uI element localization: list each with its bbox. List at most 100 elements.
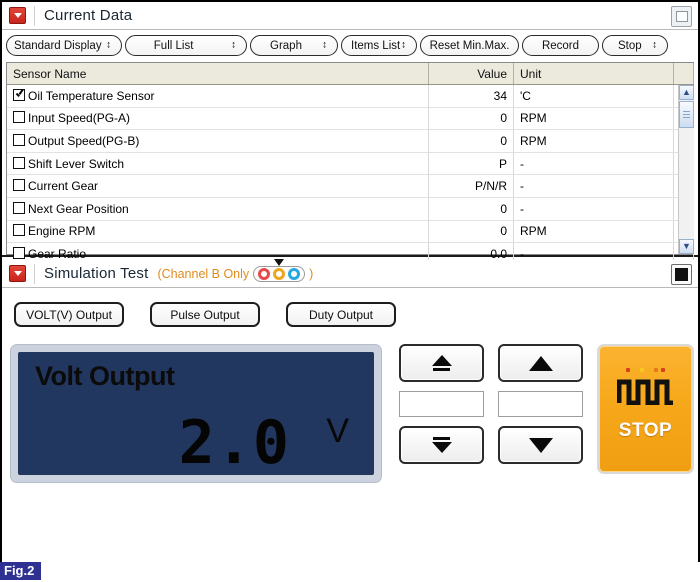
sensor-value-cell: P [428,152,514,176]
table-row[interactable]: Current Gear P/N/R - [7,174,694,198]
header-divider [34,263,35,284]
figure-caption-bar: Fig.2 [0,562,700,582]
record-button[interactable]: Record [522,35,599,56]
channel-note-close: ) [309,266,314,281]
column-header-spacer [673,63,694,85]
fine-increase-button[interactable] [498,344,583,382]
sensor-unit-cell: - [513,174,674,198]
fine-step-field[interactable] [498,391,583,417]
fine-decrease-button[interactable] [498,426,583,464]
full-list-button[interactable]: Full List ↕ [125,35,247,56]
coarse-step-field[interactable] [399,391,484,417]
spinner-icon: ↕ [401,39,406,50]
output-display-bezel: Volt Output 2.0 V [10,344,382,483]
sensor-unit-cell: - [513,152,674,176]
current-data-toolbar: Standard Display ↕ Full List ↕ Graph ↕ I… [2,30,698,61]
channel-dot-red[interactable] [258,267,271,280]
sensor-name-label: Shift Lever Switch [28,156,125,171]
coarse-stepper-column [399,344,484,474]
sensor-unit-cell: RPM [513,220,674,244]
volt-output-button[interactable]: VOLT(V) Output [14,302,124,327]
row-checkbox[interactable] [13,224,25,237]
table-row[interactable]: Gear Ratio 0.0 - [7,242,694,266]
table-row[interactable]: Output Speed(PG-B) 0 RPM [7,129,694,153]
square-wave-icon [616,378,675,410]
scroll-down-arrow-icon[interactable]: ▼ [679,239,694,254]
spinner-icon: ↕ [321,39,327,50]
row-checkbox[interactable] [13,246,25,259]
channel-indicator[interactable] [253,258,306,282]
sensor-unit-cell: RPM [513,129,674,153]
output-display-screen: Volt Output 2.0 V [18,352,374,475]
row-checkbox[interactable] [13,133,25,146]
items-list-button[interactable]: Items List ↕ [341,35,417,56]
reset-min-max-button[interactable]: Reset Min.Max. [420,35,519,56]
sensor-name-label: Next Gear Position [28,201,129,216]
row-checkbox[interactable] [13,156,25,169]
graph-label: Graph [270,39,302,52]
table-row[interactable]: Next Gear Position 0 - [7,197,694,221]
table-vertical-scrollbar[interactable]: ▲ ▼ [678,85,694,254]
sensor-name-cell: Oil Temperature Sensor [7,84,429,108]
collapse-triangle-icon[interactable] [9,265,26,282]
coarse-decrease-button[interactable] [399,426,484,464]
channel-note: (Channel B Only ) [157,258,314,282]
fine-stepper-column [498,344,583,474]
coarse-increase-button[interactable] [399,344,484,382]
standard-display-button[interactable]: Standard Display ↕ [6,35,122,56]
scrollbar-thumb[interactable] [679,101,694,128]
stop-record-button[interactable]: Stop ↕ [602,35,668,56]
items-list-label: Items List [351,39,401,52]
page-title: Current Data [44,7,133,24]
sensor-table-body: Oil Temperature Sensor 34 'C Input Speed… [7,84,694,266]
led-strip-icon [626,368,665,372]
row-checkbox[interactable] [13,179,25,192]
sensor-value-cell: 0 [428,197,514,221]
simulation-mode-toolbar: VOLT(V) Output Pulse Output Duty Output [2,288,698,327]
current-data-panel-header: Current Data [2,2,698,30]
row-checkbox[interactable] [13,111,25,124]
sensor-name-cell: Output Speed(PG-B) [7,129,429,153]
scroll-up-arrow-icon[interactable]: ▲ [679,85,694,100]
sensor-value-cell: 0 [428,220,514,244]
pulse-output-button[interactable]: Pulse Output [150,302,260,327]
sensor-name-label: Output Speed(PG-B) [28,133,140,148]
duty-output-button[interactable]: Duty Output [286,302,396,327]
sensor-value-cell: P/N/R [428,174,514,198]
channel-pointer-icon [274,258,285,266]
restore-window-icon[interactable] [671,6,692,27]
maximize-window-icon[interactable] [671,264,692,285]
channel-dot-amber[interactable] [273,267,286,280]
full-list-label: Full List [153,39,194,52]
sensor-name-cell: Input Speed(PG-A) [7,106,429,131]
stop-output-button[interactable]: STOP [597,344,694,474]
column-header-unit[interactable]: Unit [513,63,674,85]
stop-label: STOP [618,420,673,441]
header-divider [34,5,35,26]
table-row-selected[interactable]: Oil Temperature Sensor 34 'C [7,84,694,108]
row-checkbox[interactable] [13,201,25,214]
sensor-name-cell: Gear Ratio [7,242,429,266]
simulation-title: Simulation Test [44,265,149,282]
table-row[interactable]: Input Speed(PG-A) 0 RPM [7,106,694,131]
row-checkbox[interactable] [13,88,25,101]
display-unit: V [326,412,349,450]
standard-display-label: Standard Display [14,39,102,52]
column-header-value[interactable]: Value [428,63,514,85]
graph-button[interactable]: Graph ↕ [250,35,338,56]
sensor-value-cell: 0 [428,106,514,131]
up-arrow-icon [528,355,553,371]
display-value: 2.0 [178,408,290,478]
collapse-triangle-icon[interactable] [9,7,26,24]
stepper-controls: STOP [399,344,694,474]
channel-dot-blue[interactable] [288,267,301,280]
double-down-arrow-icon [431,437,452,453]
channel-note-open: (Channel B Only [157,266,250,281]
sensor-name-cell: Current Gear [7,174,429,198]
table-row[interactable]: Shift Lever Switch P - [7,152,694,176]
table-row[interactable]: Engine RPM 0 RPM [7,220,694,244]
sensor-unit-cell: - [513,197,674,221]
column-header-sensor-name[interactable]: Sensor Name [7,63,429,85]
sensor-name-cell: Next Gear Position [7,197,429,221]
